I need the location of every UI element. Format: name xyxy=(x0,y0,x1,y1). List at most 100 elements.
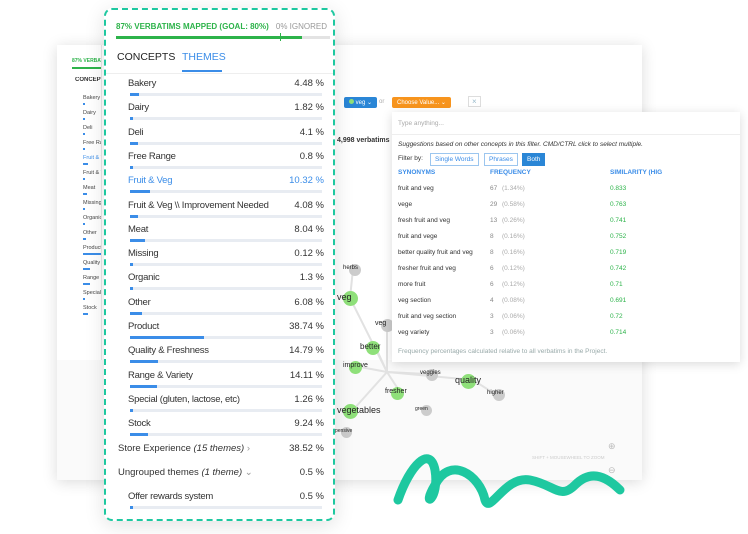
synonym-row[interactable]: more fruit 6 (0.12%) 0.71 xyxy=(398,281,738,290)
chevron-icon[interactable]: › xyxy=(246,442,251,454)
theme-row[interactable]: Bakery 4.48 % xyxy=(128,78,324,89)
theme-row[interactable]: Meat 8.04 % xyxy=(128,224,324,235)
bg-theme-bar xyxy=(83,103,86,105)
graph-node[interactable] xyxy=(366,341,380,355)
tab-concepts[interactable]: CONCEPTS xyxy=(117,51,176,63)
theme-row[interactable]: Special (gluten, lactose, etc) 1.26 % xyxy=(128,394,324,405)
graph-node-label[interactable]: fresher xyxy=(385,388,407,395)
theme-row[interactable]: Dairy 1.82 % xyxy=(128,102,324,113)
theme-group-row[interactable]: Store Experience (15 themes) › 38.52 % xyxy=(118,443,324,454)
frequency: 8 xyxy=(490,233,494,240)
graph-node-label[interactable]: green xyxy=(415,406,428,412)
theme-row[interactable]: Fruit & Veg 10.32 % xyxy=(128,175,324,186)
bg-theme-row[interactable]: Free Range xyxy=(83,140,101,146)
col-synonyms[interactable]: SYNONYMS xyxy=(398,169,436,176)
bg-theme-row[interactable]: Organic xyxy=(83,215,102,221)
filter-both[interactable]: Both xyxy=(522,153,546,166)
bg-theme-row[interactable]: Meat xyxy=(83,185,96,191)
graph-node-label[interactable]: improve xyxy=(343,362,368,369)
synonym-row[interactable]: fruit and vege 8 (0.16%) 0.752 xyxy=(398,233,738,242)
chevron-icon[interactable]: ⌄ xyxy=(244,466,253,478)
theme-value: 38.74 % xyxy=(289,321,324,332)
graph-node[interactable] xyxy=(391,387,404,400)
theme-row[interactable]: Offer rewards system 0.5 % xyxy=(128,491,324,502)
clear-filter-button[interactable]: × xyxy=(468,96,481,107)
tab-themes[interactable]: THEMES xyxy=(182,51,226,63)
graph-node[interactable] xyxy=(493,389,505,401)
col-similarity[interactable]: SIMILARITY (HIG xyxy=(610,169,663,176)
synonym-row[interactable]: vege 29 (0.58%) 0.763 xyxy=(398,201,738,210)
bg-theme-row[interactable]: Special (gluten, lactose, etc) xyxy=(83,290,102,296)
graph-node-label[interactable]: better xyxy=(360,342,381,351)
graph-node[interactable] xyxy=(426,369,438,381)
synonym-row[interactable]: fresh fruit and veg 13 (0.26%) 0.741 xyxy=(398,217,738,226)
graph-node[interactable] xyxy=(341,427,352,438)
graph-node[interactable] xyxy=(461,374,476,389)
theme-bar-fill xyxy=(130,408,133,412)
graph-node[interactable] xyxy=(343,291,358,306)
theme-label: Deli xyxy=(128,126,144,138)
synonym-row[interactable]: fruit and veg 67 (1.34%) 0.833 xyxy=(398,185,738,194)
theme-value: 4.08 % xyxy=(294,199,324,211)
theme-row[interactable]: Fruit & Veg \\ Improvement Needed 4.08 % xyxy=(128,200,324,211)
graph-node[interactable] xyxy=(381,319,394,332)
synonym-row[interactable]: veg variety 3 (0.06%) 0.714 xyxy=(398,329,738,338)
bg-theme-row[interactable]: Other xyxy=(83,230,97,236)
zoom-out-icon[interactable]: ⊖ xyxy=(608,465,616,475)
bg-theme-bar xyxy=(83,178,86,180)
filter-phrases[interactable]: Phrases xyxy=(484,153,518,166)
theme-label: Quality & Freshness xyxy=(128,345,209,357)
bg-theme-row[interactable]: Dairy xyxy=(83,110,96,116)
synonym-row[interactable]: better quality fruit and veg 8 (0.16%) 0.71… xyxy=(398,249,738,258)
theme-row[interactable]: Organic 1.3 % xyxy=(128,272,324,283)
theme-bar xyxy=(130,238,322,242)
graph-node-label[interactable]: veg xyxy=(337,292,352,302)
concept-graph[interactable]: herbs veg veg better improve veggies quality hi… xyxy=(335,180,635,480)
graph-node-label[interactable]: vegetables xyxy=(337,405,381,415)
bg-theme-row[interactable]: Range & Variety xyxy=(83,275,101,281)
theme-row[interactable]: Missing 0.12 % xyxy=(128,248,324,259)
bg-theme-row[interactable]: Stock xyxy=(83,305,97,311)
bg-concepts-tab[interactable]: CONCEPT xyxy=(75,77,102,83)
graph-node-label[interactable]: herbs xyxy=(343,265,359,271)
col-frequency[interactable]: FREQUENCY xyxy=(490,169,531,176)
graph-node[interactable] xyxy=(421,405,432,416)
theme-label: Organic xyxy=(128,272,160,284)
theme-group-row[interactable]: Ungrouped themes (1 theme) ⌄ 0.5 % xyxy=(118,467,324,478)
veg-filter-chip[interactable]: veg ⌄ xyxy=(344,97,378,108)
synonym-row[interactable]: fruit and veg section 3 (0.06%) 0.72 xyxy=(398,313,738,322)
theme-row[interactable]: Range & Variety 14.11 % xyxy=(128,370,324,381)
graph-node-label[interactable]: higher xyxy=(487,390,504,396)
theme-bar xyxy=(130,287,322,291)
choose-value-dropdown[interactable]: Choose Value... ⌄ xyxy=(392,97,451,108)
theme-row[interactable]: Other 6.08 % xyxy=(128,297,324,308)
bg-theme-row[interactable]: Bakery xyxy=(83,95,101,101)
graph-node[interactable] xyxy=(349,264,361,276)
graph-node[interactable] xyxy=(349,361,362,374)
theme-row[interactable]: Deli 4.1 % xyxy=(128,127,324,138)
theme-row[interactable]: Free Range 0.8 % xyxy=(128,151,324,162)
filter-single-words[interactable]: Single Words xyxy=(430,153,479,166)
bg-theme-row[interactable]: Deli xyxy=(83,125,93,131)
synonym-row[interactable]: fresher fruit and veg 6 (0.12%) 0.742 xyxy=(398,265,738,274)
similarity: 0.763 xyxy=(610,201,627,208)
synonym-row[interactable]: veg section 4 (0.08%) 0.691 xyxy=(398,297,738,306)
bg-theme-row[interactable]: Fruit & Veg \\ Improvement Needed xyxy=(83,170,101,176)
search-input[interactable]: Type anything... xyxy=(398,120,444,127)
theme-row[interactable]: Quality & Freshness 14.79 % xyxy=(128,345,324,356)
graph-node-label[interactable]: pensive xyxy=(335,428,353,434)
graph-node-label[interactable]: veggies xyxy=(420,370,441,376)
bg-theme-row[interactable]: Fruit & Veg xyxy=(83,155,101,161)
graph-node-label[interactable]: quality xyxy=(455,375,482,385)
theme-row[interactable]: Stock 9.24 % xyxy=(128,418,324,429)
theme-row[interactable]: Product 38.74 % xyxy=(128,321,324,332)
bg-theme-row[interactable]: Missing xyxy=(83,200,102,206)
zoom-in-icon[interactable]: ⊕ xyxy=(608,441,616,451)
graph-node[interactable] xyxy=(343,404,358,419)
teal-squiggle-decoration xyxy=(393,454,625,508)
theme-bar-fill xyxy=(130,433,148,437)
group-value: 38.52 % xyxy=(289,442,324,454)
bg-theme-row[interactable]: Quality & Freshness xyxy=(83,260,101,266)
graph-node-label[interactable]: veg xyxy=(375,320,387,327)
bg-theme-row[interactable]: Product xyxy=(83,245,102,251)
